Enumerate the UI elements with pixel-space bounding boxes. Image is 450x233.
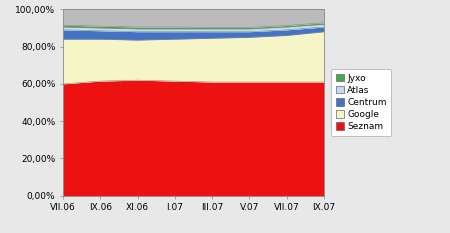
Legend: Jyxo, Atlas, Centrum, Google, Seznam: Jyxo, Atlas, Centrum, Google, Seznam: [331, 69, 392, 136]
